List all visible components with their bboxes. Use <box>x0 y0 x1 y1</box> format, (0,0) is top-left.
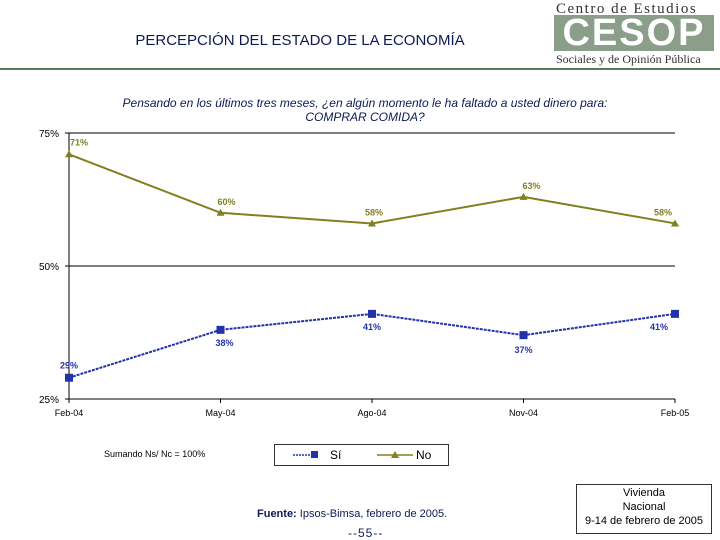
page-title: PERCEPCIÓN DEL ESTADO DE LA ECONOMÍA <box>135 32 465 49</box>
legend-label-si: Sí <box>330 448 342 462</box>
legend-marker-no <box>391 451 399 458</box>
point-no-2 <box>368 219 376 227</box>
x-tick-label-nov-04: Nov-04 <box>509 408 538 418</box>
data-label-si-4: 41% <box>650 322 668 332</box>
chart-gridlines <box>69 132 675 400</box>
legend-marker-si <box>311 451 318 458</box>
legend-label-no: No <box>416 448 432 462</box>
data-label-no-1: 60% <box>217 197 235 207</box>
info-line-1: Vivienda <box>623 487 665 499</box>
data-label-no-2: 58% <box>365 207 383 217</box>
x-tick-label-may-04: May-04 <box>205 408 235 418</box>
logo-top-text: Centro de Estudios <box>556 1 698 17</box>
chart-data-labels: 29% 38% 41% 37% 41% 71% 60% 58% 63% 58% <box>60 137 672 370</box>
data-label-si-2: 41% <box>363 322 381 332</box>
data-label-no-3: 63% <box>522 181 540 191</box>
x-tick-label-ago-04: Ago-04 <box>357 408 386 418</box>
logo-bottom-text: Sociales y de Opinión Pública <box>556 52 701 66</box>
point-no-1 <box>216 208 225 216</box>
point-no-4 <box>671 219 679 227</box>
data-label-no-4: 58% <box>654 207 672 217</box>
survey-info-box: Vivienda Nacional 9-14 de febrero de 200… <box>576 484 712 534</box>
source-citation: Fuente: Ipsos-Bimsa, febrero de 2005. <box>257 508 447 520</box>
source-label: Fuente: <box>257 508 297 520</box>
survey-question: Pensando en los últimos tres meses, ¿en … <box>40 96 690 124</box>
point-si-3 <box>519 331 528 340</box>
info-line-2: Nacional <box>622 501 666 513</box>
x-tick-label-feb-04: Feb-04 <box>55 408 84 418</box>
point-si-2 <box>368 309 376 318</box>
data-label-si-1: 38% <box>215 338 233 348</box>
info-line-3: 9-14 de febrero de 2005 <box>584 515 704 527</box>
data-label-si-0: 29% <box>60 361 78 371</box>
chart-axes <box>65 132 676 403</box>
question-line-1: Pensando en los últimos tres meses, ¿en … <box>122 96 608 110</box>
point-si-4 <box>671 309 679 318</box>
y-tick-label-75: 75% <box>39 129 59 140</box>
legend-swatches <box>293 451 413 458</box>
data-label-no-0: 71% <box>70 137 88 147</box>
chart-tick-labels: 75% 50% 25% Feb-04 May-04 Ago-04 Nov-04 Feb-05 <box>39 129 689 418</box>
question-line-2: COMPRAR COMIDA? <box>305 110 425 124</box>
source-text: Ipsos-Bimsa, febrero de 2005. <box>299 508 448 520</box>
header-divider <box>0 68 720 70</box>
page-number: --55-- <box>348 526 384 540</box>
chart-legend: Sí No <box>274 444 449 466</box>
cesop-logo: Centro de Estudios CESOP Sociales y de O… <box>550 0 720 70</box>
x-tick-label-feb-05: Feb-05 <box>661 408 690 418</box>
point-si-0 <box>65 373 73 382</box>
point-no-3 <box>519 192 528 200</box>
y-tick-label-50: 50% <box>39 262 59 273</box>
series-line-si <box>68 312 676 379</box>
y-tick-label-25: 25% <box>39 395 59 406</box>
point-si-1 <box>216 325 225 334</box>
chart-series <box>65 150 679 382</box>
logo-mark: CESOP <box>554 14 714 52</box>
data-label-si-3: 37% <box>514 345 532 355</box>
chart-note: Sumando Ns/ Nc = 100% <box>104 449 206 459</box>
point-no-0 <box>65 150 73 158</box>
